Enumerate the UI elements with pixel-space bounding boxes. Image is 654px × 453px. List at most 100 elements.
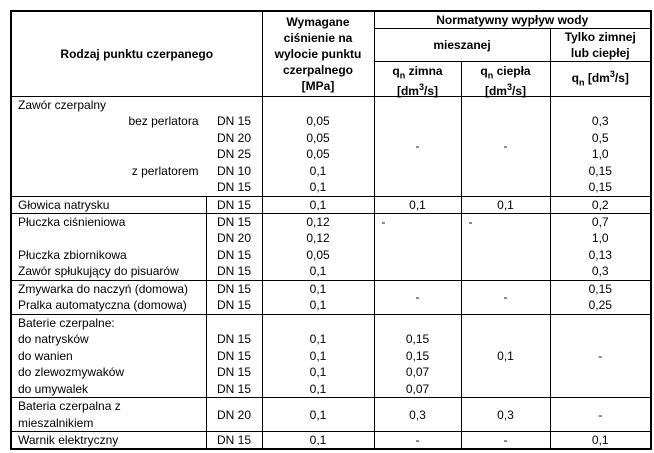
cell-dn: DN 15 DN 15	[205, 279, 263, 315]
fixture-name: Baterie czerpalne:	[18, 315, 115, 330]
fixture-variant	[12, 146, 207, 163]
table-line: DN 20	[12, 130, 262, 147]
header-qn-ciepla: qn ciepła [dm3/s]	[460, 60, 551, 98]
mpa-value: 0,1	[309, 180, 327, 194]
qn-value: 0,3	[591, 114, 609, 128]
qn-value: 0,07	[405, 381, 430, 396]
cell-qn-ciepla: 0,1	[460, 313, 551, 398]
cell-mpa: 0,1	[261, 431, 375, 449]
mpa-value: 0,05	[306, 114, 330, 128]
row-glowica-natrysku: Głowica natrysku DN 15 0,1 0,1 0,1 0,2	[10, 195, 652, 214]
cell-qn-ciepla: 0,3	[460, 397, 551, 432]
dn-value: DN 15	[216, 298, 251, 312]
header-row-3: qn zimna [dm3/s] qn ciepła [dm3/s] qn [d…	[11, 60, 652, 98]
header-line: [MPa]	[301, 78, 335, 93]
header-line: lub ciepłej	[570, 45, 630, 60]
header-row-2: mieszanej Tylko zimnej lub ciepłej	[11, 27, 652, 62]
cell-name: Zmywarka do naczyń (domowa) Pralka autom…	[10, 279, 207, 315]
header-line: qn ciepła	[480, 63, 531, 80]
mpa-value: 0,1	[309, 264, 327, 278]
qn-value: 0,5	[591, 130, 609, 145]
table-line: z perlatorem DN 10	[12, 163, 262, 180]
row-bateria-mieszalnik: Bateria czerpalna z mieszalnikiem DN 20 …	[10, 397, 652, 432]
qn-value: 0,3	[591, 264, 609, 278]
cell-qn-zimna: -	[373, 431, 462, 449]
mpa-value	[263, 97, 374, 114]
fixture-name: Zawór czerpalny	[18, 97, 107, 112]
dn-value: DN 15	[216, 381, 251, 396]
cell-mpa: 0,1	[261, 195, 375, 214]
qn-value: 1,0	[591, 147, 609, 161]
table-header: Rodzaj punktu czerpanego Wymagane ciśnie…	[10, 10, 652, 98]
dn-value: DN 20	[216, 231, 251, 245]
table-body: Zawór czerpalny bez perlatora DN 15 DN 2…	[10, 95, 652, 449]
fixture-name: do umywalek	[18, 381, 89, 396]
qn-value: 0,15	[588, 180, 612, 194]
header-wymagane-cisnienie: Wymagane ciśnienie na wylocie punktu cze…	[261, 10, 375, 97]
cell-dn: DN 20	[205, 397, 263, 432]
cell-name: Bateria czerpalna z mieszalnikiem	[10, 397, 207, 432]
row-warnik: Warnik elektryczny DN 15 0,1 - - 0,1	[10, 431, 652, 449]
row-zawor-czerpalny: Zawór czerpalny bez perlatora DN 15 DN 2…	[10, 95, 652, 197]
header-rodzaj-punktu: Rodzaj punktu czerpanego	[10, 10, 263, 97]
cell-qn-zimna: -	[373, 95, 462, 197]
qn-value: 0,15	[405, 332, 430, 346]
dn-value: DN 15	[216, 264, 251, 278]
fixture-name: Płuczka zbiornikowa	[18, 247, 127, 262]
cell-mpa: 0,12 0,12 0,05 0,1	[261, 212, 375, 281]
table-line: bez perlatora DN 15	[12, 113, 262, 130]
dn-value: DN 15	[216, 247, 251, 262]
qn-value: 0,07	[405, 365, 430, 379]
mpa-value: 0,1	[309, 281, 327, 296]
cell-qn-zimna: 0,3	[373, 397, 462, 432]
fixture-name: Zmywarka do naczyń (domowa)	[18, 281, 189, 296]
header-line: qn zimna	[392, 63, 443, 80]
dn-value: DN 15	[216, 348, 251, 363]
mpa-value: 0,05	[306, 247, 330, 262]
mpa-value	[263, 315, 374, 332]
row-agd: Zmywarka do naczyń (domowa) Pralka autom…	[10, 279, 652, 315]
dn-value	[207, 97, 262, 114]
cell-name: Baterie czerpalne: do natrysków do wanie…	[10, 313, 207, 398]
fixture-variant	[12, 179, 207, 196]
fixture-variant	[12, 130, 207, 147]
cell-mpa: 0,1 0,1 0,1 0,1	[261, 313, 375, 398]
mpa-value: 0,1	[309, 348, 327, 363]
dn-value: DN 15	[216, 281, 251, 296]
cell-mpa: 0,1 0,1	[261, 279, 375, 315]
header-line: Wymagane	[286, 14, 350, 29]
mpa-value: 0,1	[309, 332, 327, 346]
row-pluczki: Płuczka ciśnieniowa Płuczka zbiornikowa …	[10, 212, 652, 281]
qn-value	[375, 315, 461, 332]
dn-value: DN 15	[216, 332, 251, 346]
header-line: czerpalnego	[282, 62, 354, 77]
table-line: Zawór czerpalny	[12, 97, 262, 114]
cell-qn-tylko: 0,15 0,25	[549, 279, 652, 315]
header-qn-tylko: qn [dm3/s]	[549, 60, 652, 97]
cell-qn-tylko: -	[549, 397, 652, 432]
dn-value: DN 15	[216, 365, 251, 379]
cell-name-dn: Zawór czerpalny bez perlatora DN 15 DN 2…	[10, 95, 263, 197]
fixture-name: do zlewozmywaków	[18, 365, 125, 379]
mpa-value: 0,05	[306, 147, 330, 161]
fixture-name	[12, 230, 206, 247]
cell-qn-tylko: 0,7 1,0 0,13 0,3	[549, 212, 652, 281]
cell-qn-ciepla: -	[460, 212, 551, 281]
mpa-value: 0,1	[309, 381, 327, 396]
mpa-value: 0,12	[306, 214, 330, 229]
cell-dn: DN 15 DN 15 DN 15 DN 15	[205, 313, 263, 398]
cell-qn-zimna: 0,1	[373, 195, 462, 214]
cell-dn: DN 15 DN 20 DN 15 DN 15	[205, 212, 263, 281]
dn-value	[207, 315, 262, 332]
cell-qn-zimna: -	[373, 212, 462, 281]
header-line: wylocie punktu	[274, 46, 362, 61]
qn-value: 0,13	[588, 247, 612, 262]
mpa-value: 0,05	[306, 130, 330, 145]
table-line: DN 25	[12, 146, 262, 163]
dn-value: DN 10	[216, 163, 251, 178]
header-line: ciśnienie na	[283, 30, 353, 45]
cell-dn: DN 15	[205, 431, 263, 449]
qn-value: 0,15	[588, 163, 612, 178]
fixture-variant: z perlatorem	[131, 163, 199, 178]
